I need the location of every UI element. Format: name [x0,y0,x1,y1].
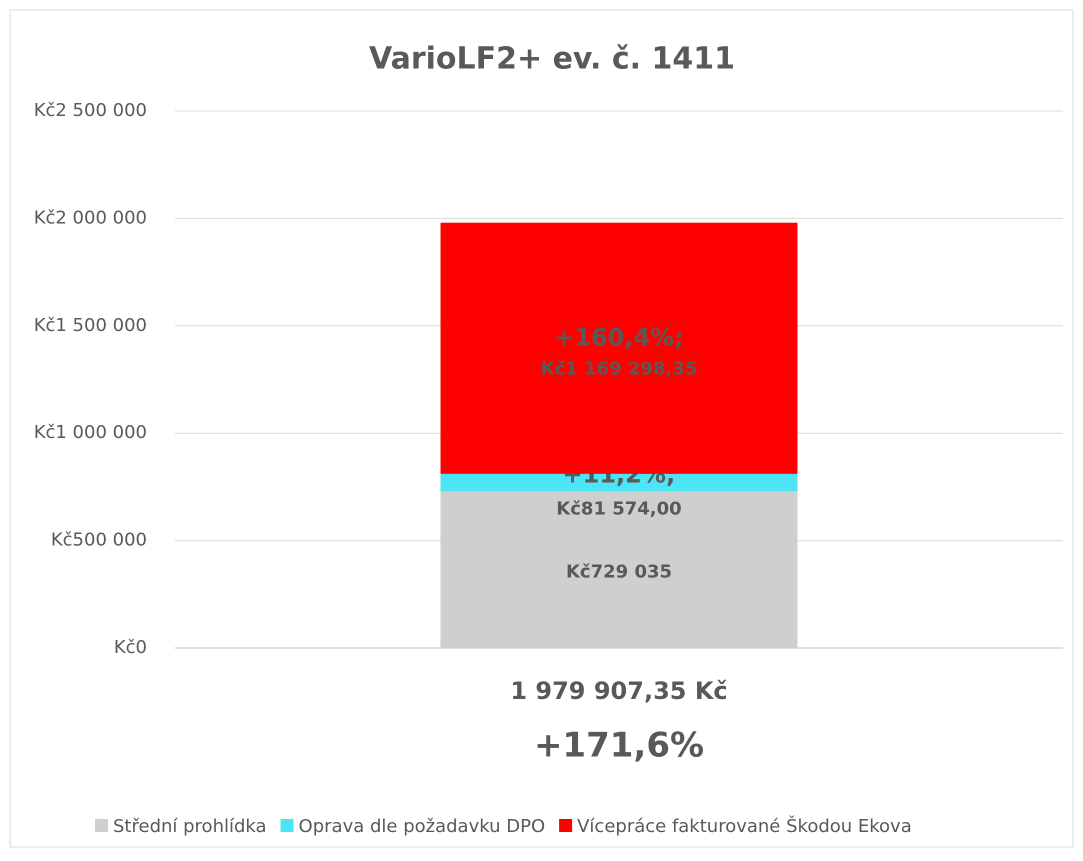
y-tick-label: Kč1 000 000 [34,422,147,443]
y-tick-label: Kč0 [114,637,147,658]
legend-swatch [95,819,108,832]
y-tick-label: Kč500 000 [51,530,147,551]
legend-swatch [559,819,573,832]
data-label: Kč729 035 [566,562,672,583]
annotation: +171,6% [534,726,704,766]
data-label: Kč1 169 298,35 [541,358,698,379]
data-label: Kč81 574,00 [556,499,681,520]
x-tick-label: 1 979 907,35 Kč [510,677,727,705]
legend-label: Střední prohlídka [113,816,267,837]
y-tick-label: Kč2 000 000 [34,207,147,228]
bar-segment [440,491,798,648]
legend-label: Vícepráce fakturované Škodou Ekova [577,815,912,837]
legend-label: Oprava dle požadavku DPO [299,816,546,837]
chart-title: VarioLF2+ ev. č. 1411 [369,42,735,77]
bar-segment [440,222,798,474]
bar-segment [440,473,798,492]
y-tick-label: Kč1 500 000 [34,315,147,336]
percent-label: +160,4%; [554,323,684,351]
legend-swatch [280,819,294,832]
y-tick-label: Kč2 500 000 [34,100,147,121]
